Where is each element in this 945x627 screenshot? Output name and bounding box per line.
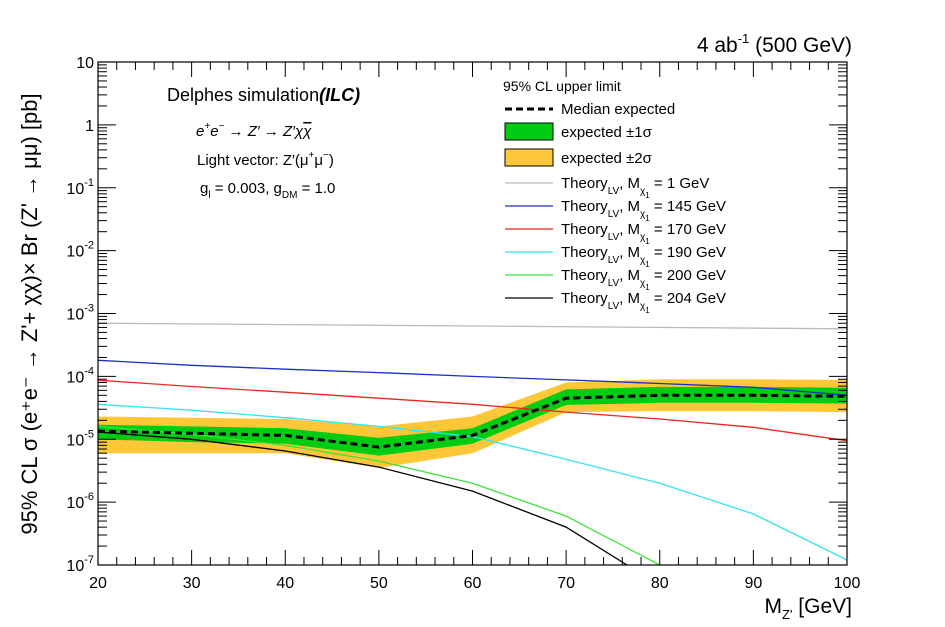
median-expected-curve [98,393,847,449]
x-tick-label: 30 [183,575,201,592]
theory-line-204-gev [98,431,628,565]
legend-theory-label: TheoryLV, Mχ1 = 204 GeV [561,290,726,315]
x-tick-label: 60 [464,575,482,592]
x-tick-label: 90 [744,575,762,592]
x-tick-label: 20 [89,575,107,592]
vector-label: Light vector: Z′(μ+μ−) [197,150,334,169]
simulation-label: Delphes simulation(ILC) [167,85,360,105]
theory-line-1-gev [98,322,847,330]
y-tick-label: 10-5 [66,428,94,449]
y-tick-label: 10-1 [66,177,94,198]
legend-title: 95% CL upper limit [503,78,621,94]
legend-theory-label: TheoryLV, Mχ1 = 190 GeV [561,244,726,269]
median-line [98,393,847,449]
legend-theory-label: TheoryLV, Mχ1 = 1 GeV [561,175,709,200]
legend-theory-label: TheoryLV, Mχ1 = 145 GeV [561,198,726,223]
y-tick-label: 10-7 [66,554,94,575]
luminosity-label: 4 ab-1 (500 GeV) [697,31,852,57]
legend-band2-swatch [504,148,554,167]
process-label: e+e− → Z′ → Z′χχ [196,121,312,140]
x-tick-label: 50 [370,575,388,592]
axis-ticks [97,61,848,566]
y-tick-label: 1 [85,118,94,135]
coupling-label: gl = 0.003, gDM = 1.0 [200,180,335,201]
y-tick-labels: 10-7 10-6 10-5 10-4 10-3 10-2 10-1 1 10 [66,55,94,575]
expected-bands [98,379,847,468]
x-tick-label: 70 [557,575,575,592]
legend-band2-label: expected ±2σ [561,150,653,167]
legend: 95% CL upper limit Median expected expec… [503,78,726,315]
legend-theory-label: TheoryLV, Mχ1 = 200 GeV [561,267,726,292]
x-tick-labels: 20 30 40 50 60 70 80 90 100 [89,575,860,592]
theory-line-145-gev [98,359,847,396]
y-tick-label: 10-6 [66,491,94,512]
x-tick-label: 100 [834,575,861,592]
x-tick-label: 40 [276,575,294,592]
band-1sigma [98,386,847,456]
x-tick-label: 80 [651,575,669,592]
y-tick-label: 10-4 [66,365,94,386]
legend-band1-swatch [504,122,554,141]
y-tick-label: 10 [76,55,94,72]
legend-band1-label: expected ±1σ [561,124,653,141]
y-axis-label: 95% CL σ (e⁺e⁻ → Z'+ χχ)× Br (Z' → μμ) [… [17,93,42,534]
y-tick-label: 10-3 [66,303,94,324]
x-axis-label: MZ' [GeV] [765,595,852,622]
y-tick-label: 10-2 [66,240,94,261]
legend-median-label: Median expected [561,101,675,118]
legend-theory-label: TheoryLV, Mχ1 = 170 GeV [561,221,726,246]
theory-line-170-gev [98,379,847,442]
